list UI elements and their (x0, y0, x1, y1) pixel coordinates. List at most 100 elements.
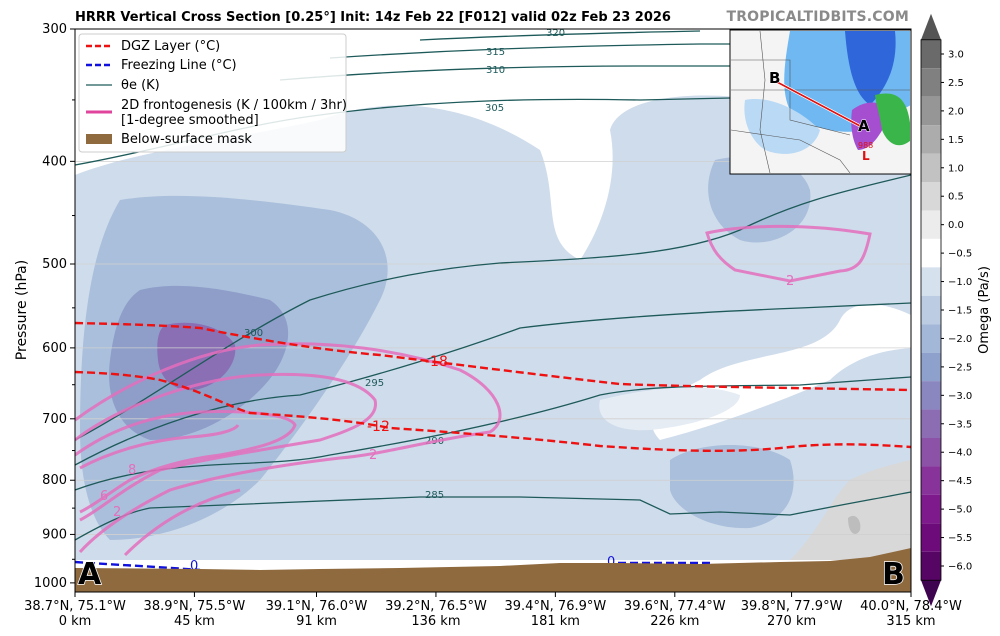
colorbar-swatch (921, 68, 941, 97)
colorbar-swatch (921, 295, 941, 325)
colorbar-tick-label: 0.0 (948, 220, 964, 231)
theta-e-label: 295 (365, 378, 384, 389)
omega-colorbar: 3.0 2.5 2.0 1.5 1.0 0.5 0.0 −0.5 −1.0 −1.5 −2.0 −2.… (920, 13, 972, 607)
x-tick-coord-label: 39.1°N, 76.0°W (266, 599, 368, 614)
legend-theta-e-label: θe (K) (121, 78, 160, 93)
x-tick-distance-label: 181 km (531, 614, 580, 629)
colorbar-swatch (921, 39, 941, 69)
y-axis: 300 400 500 600 700 800 900 1000 (34, 22, 75, 591)
legend-dgz-label: DGZ Layer (°C) (121, 39, 220, 54)
x-tick-coord-label: 40.0°N, 78.4°W (860, 599, 962, 614)
colorbar-bottom-extension (921, 580, 941, 607)
x-tick-distance-label: 136 km (411, 614, 460, 629)
colorbar-tick-label: 2.0 (948, 106, 964, 117)
colorbar-swatch (921, 125, 941, 154)
fronto-label: 2 (113, 505, 121, 520)
colorbar-tick-label: 1.5 (948, 135, 964, 146)
colorbar-swatch (921, 551, 941, 581)
legend-mask-swatch (86, 134, 112, 144)
x-tick-distance-label: 0 km (59, 614, 92, 629)
x-tick-coord-label: 39.8°N, 77.9°W (741, 599, 843, 614)
dgz-label: -18 (425, 354, 448, 370)
endpoint-b-label: B (882, 557, 905, 592)
brand-watermark: TROPICALTIDBITS.COM (726, 9, 909, 25)
frontogenesis-contours (75, 224, 872, 557)
theta-e-label: 285 (425, 490, 444, 501)
x-tick-distance-label: 226 km (650, 614, 699, 629)
x-tick-coord-label: 39.6°N, 77.4°W (624, 599, 726, 614)
y-tick-label: 1000 (34, 576, 67, 591)
theta-e-320 (419, 30, 701, 41)
y-tick-label: 500 (42, 257, 67, 272)
omega-region-darkest (157, 322, 236, 391)
fronto-8 (75, 410, 297, 514)
colorbar-swatch (921, 523, 941, 552)
inset-precip-rain (875, 93, 910, 146)
colorbar-swatch (921, 466, 941, 495)
y-tick-label: 300 (42, 22, 67, 37)
x-axis: 38.7°N, 75.1°W0 km 38.9°N, 75.5°W45 km 39.… (24, 592, 962, 629)
fronto-6 (75, 372, 377, 522)
colorbar-swatch (921, 494, 941, 524)
colorbar-swatch (921, 267, 941, 296)
y-tick-label: 900 (42, 527, 67, 542)
omega-region-lightest (599, 387, 740, 431)
legend-mask-label: Below-surface mask (121, 132, 252, 147)
colorbar-tick-label: −1.5 (948, 306, 972, 317)
fronto-2-main (75, 342, 502, 554)
theta-e-label: 305 (485, 103, 504, 114)
colorbar-swatch (921, 324, 941, 353)
colorbar-tick-label: 0.5 (948, 192, 964, 203)
x-tick-coord-label: 39.4°N, 76.9°W (505, 599, 607, 614)
colorbar-swatch (921, 210, 941, 239)
theta-e-label: 310 (486, 65, 505, 76)
dgz-label: -12 (367, 419, 390, 435)
inset-section-line (776, 81, 863, 128)
colorbar-swatch (921, 153, 941, 182)
theta-e-315 (329, 43, 730, 59)
colorbar-swatch (921, 352, 941, 382)
x-tick-distance-label: 91 km (296, 614, 337, 629)
fronto-label: 2 (786, 274, 794, 289)
colorbar-swatch (921, 438, 941, 467)
fronto-2-right (705, 224, 872, 283)
x-tick-distance-label: 45 km (174, 614, 215, 629)
dgz-labels: -18 -12 (367, 354, 448, 435)
colorbar-tick-label: 3.0 (948, 50, 964, 61)
colorbar-tick-label: −5.0 (948, 505, 972, 516)
colorbar-tick-label: 1.0 (948, 163, 964, 174)
inset-low-label: L (862, 149, 870, 163)
x-tick-coord-label: 39.2°N, 76.5°W (385, 599, 487, 614)
freezing-labels: 0 0 (190, 555, 615, 574)
omega-region-medium-lower (670, 445, 794, 529)
colorbar-tick-label: −5.5 (948, 533, 972, 544)
inset-map-content: B A L 988 (731, 31, 910, 173)
plot-content: 320 315 310 305 300 295 290 285 2 2 6 8 … (75, 29, 911, 592)
colorbar-label: Omega (Pa/s) (977, 266, 992, 354)
omega-shading (75, 95, 911, 561)
y-tick-label: 400 (42, 154, 67, 169)
inset-precip-light (744, 99, 820, 154)
dgz-minus12 (75, 370, 911, 453)
colorbar-tick-label: −3.0 (948, 391, 972, 402)
below-surface-mask (75, 548, 911, 592)
omega-positive-core (848, 515, 861, 534)
plot-frame (74, 28, 912, 593)
theta-e-285 (75, 491, 911, 541)
theta-e-label: 315 (486, 47, 505, 58)
colorbar-top-extension (921, 13, 941, 40)
colorbar-tick-label: −1.0 (948, 277, 972, 288)
inset-label-b: B (769, 69, 780, 87)
legend-freezing-label: Freezing Line (°C) (121, 58, 237, 73)
dgz-minus18 (75, 321, 911, 392)
colorbar-swatch (921, 409, 941, 438)
colorbar-tick-label: −2.5 (948, 362, 972, 373)
colorbar-tick-label: −6.0 (948, 562, 972, 573)
colorbar-tick-label: −4.5 (948, 476, 972, 487)
legend-box (78, 33, 347, 153)
y-tick-label: 800 (42, 473, 67, 488)
y-tick-label: 700 (42, 412, 67, 427)
inset-label-a: A (858, 117, 870, 135)
theta-e-290 (75, 376, 911, 491)
